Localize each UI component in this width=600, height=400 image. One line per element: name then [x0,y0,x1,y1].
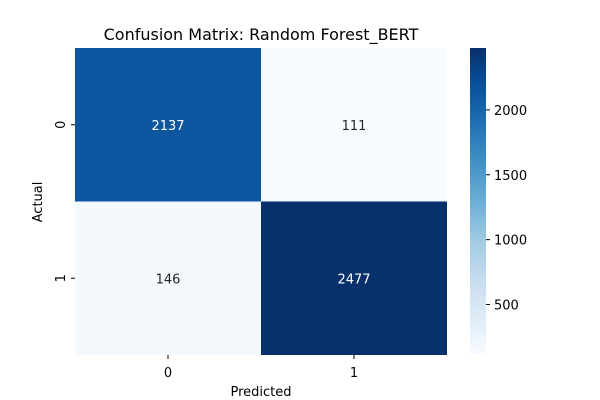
x-tick-label: 1 [350,366,358,381]
heatmap-cell-0-0 [75,48,261,202]
y-axis-ticks: 01 [54,121,75,282]
heatmap-cell-1-0 [75,201,261,355]
colorbar-ticks: 500 1000 1500 2000 [486,104,527,314]
y-tick-label: 1 [54,274,69,282]
colorbar-tick-label: 1500 [494,169,527,184]
x-tick-label: 0 [164,366,172,381]
heatmap-cell-0-1 [261,48,447,202]
chart-title: Confusion Matrix: Random Forest_BERT [104,25,419,45]
colorbar-tick-label: 1000 [494,234,527,249]
heatmap-cell-1-1 [261,201,447,355]
y-axis-label: Actual [31,182,46,223]
colorbar-tick-label: 2000 [494,104,527,119]
cell-value-label-1-0: 146 [156,272,181,287]
x-axis-label: Predicted [230,385,291,400]
y-tick-label: 0 [54,121,69,129]
colorbar [470,48,486,355]
cell-value-label-0-0: 2137 [151,119,184,134]
cell-value-label-1-1: 2477 [337,272,370,287]
colorbar-tick-label: 500 [494,299,519,314]
cell-value-label-0-1: 111 [342,119,367,134]
heatmap-cell-labels: 2137 111 146 2477 [151,119,370,288]
heatmap-cells [75,48,447,355]
